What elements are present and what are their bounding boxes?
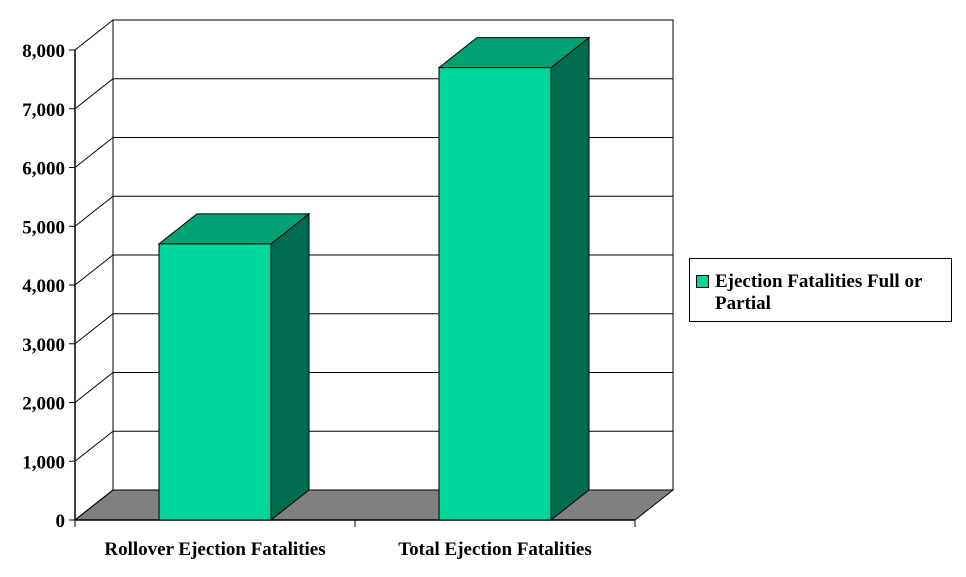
y-tick-label: 0 — [56, 511, 66, 532]
bar — [437, 36, 591, 522]
side-gridline — [74, 78, 114, 110]
y-tick-label: 1,000 — [22, 452, 65, 473]
y-tick-label: 5,000 — [22, 217, 65, 238]
bar-front — [438, 67, 552, 521]
side-gridline — [74, 19, 114, 51]
y-tick-label: 8,000 — [22, 41, 65, 62]
y-tick-label: 4,000 — [22, 276, 65, 297]
y-tick-labels: 0 1,000 2,000 3,000 4,000 5,000 6,000 7,000 8,00… — [22, 41, 65, 532]
x-tick-label: Total Ejection Fatalities — [398, 539, 592, 560]
side-gridline — [74, 430, 114, 462]
y-tick-label: 7,000 — [22, 100, 65, 121]
bar-side — [270, 212, 310, 522]
y-tick-label: 2,000 — [22, 394, 65, 415]
bar — [157, 212, 311, 522]
legend: Ejection Fatalities Full or Partial — [689, 258, 952, 322]
legend-swatch — [696, 275, 709, 288]
y-tick-label: 3,000 — [22, 335, 65, 356]
bar-front — [158, 243, 272, 521]
x-tick-labels: Rollover Ejection Fatalities Total Ejecti… — [104, 539, 591, 560]
y-tick-label: 6,000 — [22, 159, 65, 180]
side-gridline — [74, 313, 114, 345]
x-tick-label: Rollover Ejection Fatalities — [104, 539, 325, 560]
bar-side — [550, 36, 590, 522]
side-gridline — [74, 489, 114, 521]
side-gridline — [74, 195, 114, 227]
side-gridline — [74, 372, 114, 403]
side-gridline — [74, 254, 114, 286]
bars — [157, 36, 591, 522]
side-gridline — [74, 137, 114, 168]
legend-label: Ejection Fatalities Full or Partial — [715, 271, 923, 314]
